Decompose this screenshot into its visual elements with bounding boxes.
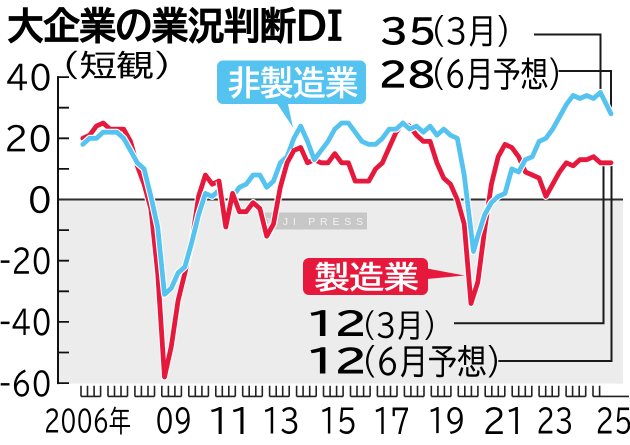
svg-text:JIJI PRESS: JIJI PRESS: [265, 216, 368, 228]
